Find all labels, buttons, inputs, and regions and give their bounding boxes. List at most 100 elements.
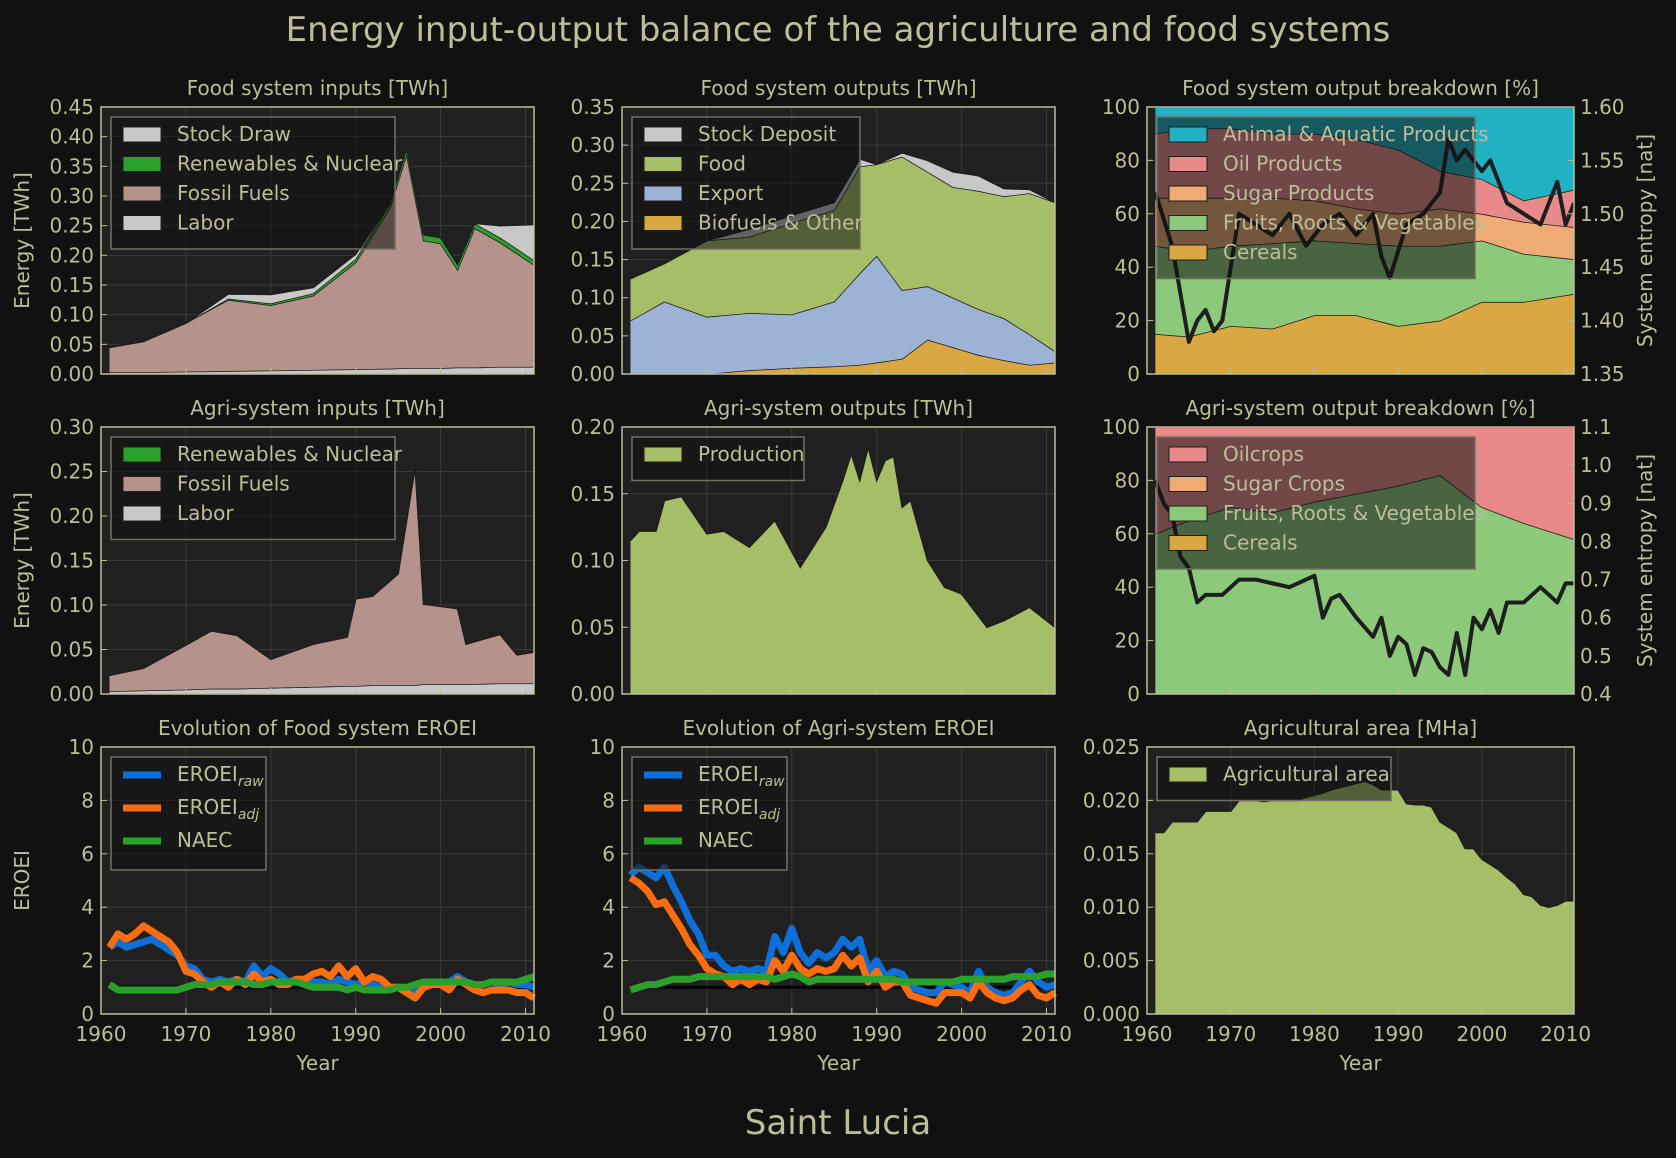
legend-label-text: Food <box>698 152 746 176</box>
legend-swatch <box>643 215 683 231</box>
legend-label-text: Renewables & Nuclear <box>177 442 403 466</box>
y-tick-label: 0 <box>81 1002 94 1026</box>
area-agricultural-area <box>1155 781 1574 1014</box>
panel-title: Agricultural area [MHa] <box>1244 716 1477 740</box>
legend-label-text: Sugar Crops <box>1223 472 1345 496</box>
panel-title: Food system inputs [TWh] <box>187 76 448 100</box>
legend: Agricultural area <box>1156 756 1392 802</box>
legend-swatch <box>643 446 683 463</box>
x-tick-label: 1990 <box>330 1022 381 1046</box>
legend: Production <box>631 436 805 482</box>
y-tick-label: 10 <box>69 735 94 759</box>
legend-label-text: NAEC <box>698 828 753 852</box>
legend-label-text: Animal & Aquatic Products <box>1223 122 1489 146</box>
y2-tick-label: 1.0 <box>1580 453 1612 477</box>
x-tick-label: 2010 <box>500 1022 551 1046</box>
y-tick-label: 8 <box>602 788 615 812</box>
plot-frame <box>1146 746 1575 1015</box>
x-tick-label: 1960 <box>597 1022 648 1046</box>
figure-title: Energy input-output balance of the agric… <box>286 10 1391 50</box>
legend-label-text: NAEC <box>177 828 232 852</box>
panels: 0.000.050.100.150.200.250.300.350.400.45… <box>10 76 1657 1075</box>
y-tick-label: 0 <box>1127 362 1140 386</box>
y-tick-label: 0.40 <box>49 125 94 149</box>
legend-swatch <box>643 185 683 202</box>
x-tick-label: 1980 <box>766 1022 817 1046</box>
country-label: Saint Lucia <box>745 1103 931 1143</box>
y-tick-label: 0.15 <box>570 248 615 272</box>
legend-label: Oil Products <box>1223 152 1343 176</box>
y-tick-label: 0.10 <box>570 549 615 573</box>
legend-label-text: Labor <box>177 211 234 235</box>
y2-tick-label: 1.45 <box>1580 255 1625 279</box>
x-tick-label: 1960 <box>1122 1022 1173 1046</box>
series-line-naec <box>629 970 1055 994</box>
y-axis-label: EROEI <box>10 850 34 911</box>
plot-frame <box>100 746 535 1015</box>
legend-box <box>1156 436 1476 570</box>
y-tick-label: 40 <box>1115 575 1140 599</box>
y-tick-label: 2 <box>81 949 94 973</box>
y-tick-label: 0.25 <box>49 460 94 484</box>
series-line-eroei-adj <box>628 874 1057 1007</box>
y-tick-label: 0.20 <box>570 415 615 439</box>
panel-food-inputs: 0.00 0.05 0.10 0.15 0.20 0.25 0.30 0.35 0.40 0.45… <box>10 76 535 386</box>
area-food <box>630 156 1055 352</box>
y-tick-label: 0.025 <box>1083 735 1140 759</box>
area-edge-stock-draw <box>109 148 535 349</box>
x-tick-label: 1990 <box>851 1022 902 1046</box>
y2-tick-label: 1.35 <box>1580 362 1625 386</box>
y-tick-label: 0.05 <box>570 615 615 639</box>
panel-agri-outputs: 0.00 0.05 0.10 0.15 0.20 Agri-system outputs … <box>570 396 1056 706</box>
legend-label: Export <box>698 181 764 205</box>
y-tick-label: 6 <box>81 842 94 866</box>
area-export <box>630 255 1055 374</box>
area-labor <box>109 683 534 694</box>
y-tick-label: 0.20 <box>49 243 94 267</box>
y-tick-label: 60 <box>1115 522 1140 546</box>
legend-label: Oilcrops <box>1223 442 1304 466</box>
y-tick-label: 100 <box>1102 95 1140 119</box>
legend-label-text: Oilcrops <box>1223 442 1304 466</box>
x-tick-label: 2000 <box>936 1022 987 1046</box>
y-tick-label: 0.10 <box>49 593 94 617</box>
legend-label: Fossil Fuels <box>177 181 290 205</box>
x-tick-label: 2010 <box>1540 1022 1591 1046</box>
y-tick-label: 10 <box>590 735 615 759</box>
x-tick-label: 1980 <box>245 1022 296 1046</box>
area-biofuels-other <box>630 339 1055 374</box>
y-tick-label: 20 <box>1115 629 1140 653</box>
y2-axis-label: System entropy [nat] <box>1633 134 1657 347</box>
panel-food-outputs: 0.00 0.05 0.10 0.15 0.20 0.25 0.30 0.35 Food sys… <box>570 76 1056 386</box>
plot-frame <box>1146 106 1575 375</box>
y-tick-label: 80 <box>1115 468 1140 492</box>
y-tick-label: 0.020 <box>1083 788 1140 812</box>
y-tick-label: 0.45 <box>49 95 94 119</box>
y2-tick-label: 1.50 <box>1580 202 1625 226</box>
legend-label: NAEC <box>698 828 753 852</box>
legend-swatch <box>122 476 162 492</box>
y2-tick-label: 1.40 <box>1580 309 1625 333</box>
y-tick-label: 80 <box>1115 148 1140 172</box>
x-axis-label: Year <box>816 1051 860 1075</box>
area-stock-deposit <box>630 152 1055 279</box>
y-tick-label: 0.30 <box>49 184 94 208</box>
legend-label-text: Cereals <box>1223 240 1298 264</box>
y-tick-label: 0.15 <box>49 549 94 573</box>
legend-label: Renewables & Nuclear <box>177 152 403 176</box>
legend-label: Animal & Aquatic Products <box>1223 122 1489 146</box>
legend-label: Fruits, Roots & Vegetables <box>1223 211 1485 235</box>
x-tick-label: 1970 <box>1205 1022 1256 1046</box>
legend-label: Cereals <box>1223 531 1298 555</box>
panel-food-breakdown: 1.35 1.40 1.45 1.50 1.55 1.60 System entropy [… <box>1102 76 1657 386</box>
legend-label-text: Export <box>698 181 764 205</box>
legend-swatch <box>122 215 162 231</box>
legend-label: Agricultural area <box>1223 762 1390 786</box>
y-tick-label: 0.00 <box>570 362 615 386</box>
x-tick-label: 2000 <box>415 1022 466 1046</box>
legend-label: EROEIadj <box>698 795 780 823</box>
panel-title: Food system outputs [TWh] <box>701 76 977 100</box>
y-tick-label: 0.010 <box>1083 895 1140 919</box>
